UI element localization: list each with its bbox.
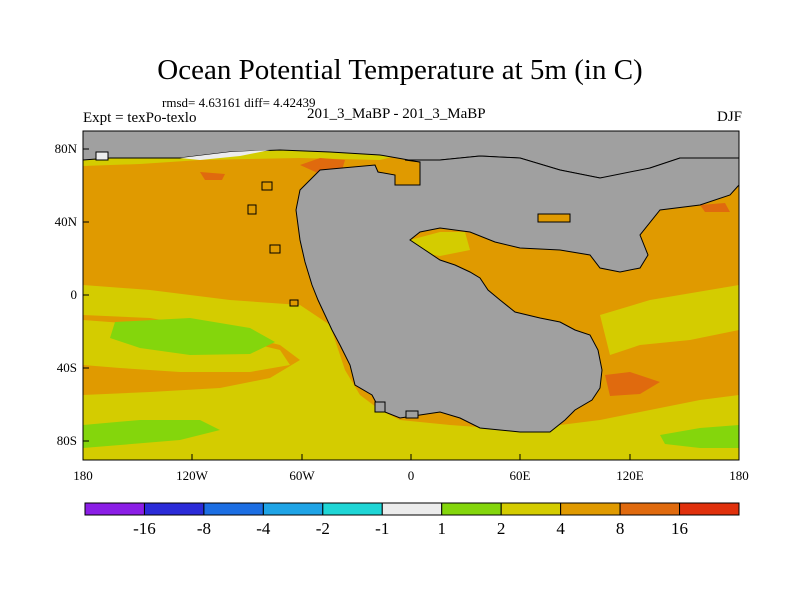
colorbar-swatch — [381, 502, 443, 516]
colorbar-label: -4 — [256, 519, 271, 538]
colorbar: -16 -8 -4 -2 -1 1 2 4 8 16 — [84, 502, 740, 538]
y-tick-label: 80S — [57, 433, 77, 448]
island — [405, 410, 419, 419]
colorbar-swatch — [679, 502, 740, 516]
colorbar-swatch — [84, 502, 145, 516]
x-tick-label: 0 — [408, 468, 415, 483]
land-mass-main — [295, 155, 739, 433]
season-label: DJF — [716, 109, 742, 125]
y-tick-label: 40N — [55, 214, 78, 229]
colorbar-label: -2 — [316, 519, 330, 538]
colorbar-label: 8 — [616, 519, 625, 538]
colorbar-label: 4 — [556, 519, 565, 538]
island — [537, 213, 571, 223]
colorbar-label: 16 — [671, 519, 688, 538]
x-tick-label: 60E — [510, 468, 531, 483]
colorbar-label: 2 — [497, 519, 506, 538]
island — [374, 401, 386, 413]
x-tick-label: 180 — [729, 468, 749, 483]
island — [289, 299, 299, 307]
ocean-field-8-16 — [700, 203, 730, 212]
colorbar-swatch — [143, 502, 205, 516]
map-title: Ocean Potential Temperature at 5m (in C) — [157, 54, 643, 86]
map-field — [83, 131, 739, 460]
colorbar-label: 1 — [437, 519, 446, 538]
stats-text: rmsd= 4.63161 diff= 4.42439 — [162, 95, 316, 110]
experiment-label: Expt = texPo-texlo — [83, 110, 197, 126]
island — [247, 204, 257, 215]
y-tick-label: 40S — [57, 360, 77, 375]
x-tick-label: 60W — [289, 468, 315, 483]
colorbar-label: -1 — [375, 519, 389, 538]
colorbar-label: -16 — [133, 519, 156, 538]
colorbar-swatch — [560, 502, 621, 516]
ocean-field-2-4 — [600, 285, 739, 355]
x-tick-label: 120W — [176, 468, 209, 483]
colorbar-swatch — [500, 502, 562, 516]
colorbar-swatch — [619, 502, 681, 516]
ocean-field-8-16 — [200, 172, 225, 180]
ocean-field-1-2 — [660, 425, 739, 448]
colorbar-swatch — [441, 502, 502, 516]
x-axis — [82, 454, 740, 460]
runs-label: 201_3_MaBP - 201_3_MaBP — [307, 106, 486, 122]
ocean-field-1-2 — [110, 318, 275, 355]
y-tick-label: 0 — [71, 287, 78, 302]
colorbar-swatch — [262, 502, 324, 516]
x-tick-label: 180 — [73, 468, 93, 483]
y-axis — [83, 148, 89, 442]
colorbar-swatch — [322, 502, 383, 516]
y-tick-label: 80N — [55, 141, 78, 156]
island — [269, 244, 281, 254]
ocean-field-8-16 — [605, 372, 660, 396]
island — [261, 181, 273, 191]
colorbar-label: -8 — [197, 519, 211, 538]
colorbar-swatch — [203, 502, 264, 516]
x-tick-label: 120E — [616, 468, 644, 483]
island — [95, 151, 109, 161]
ocean-field-1-2 — [83, 420, 220, 448]
sea-ice-west — [180, 150, 270, 160]
